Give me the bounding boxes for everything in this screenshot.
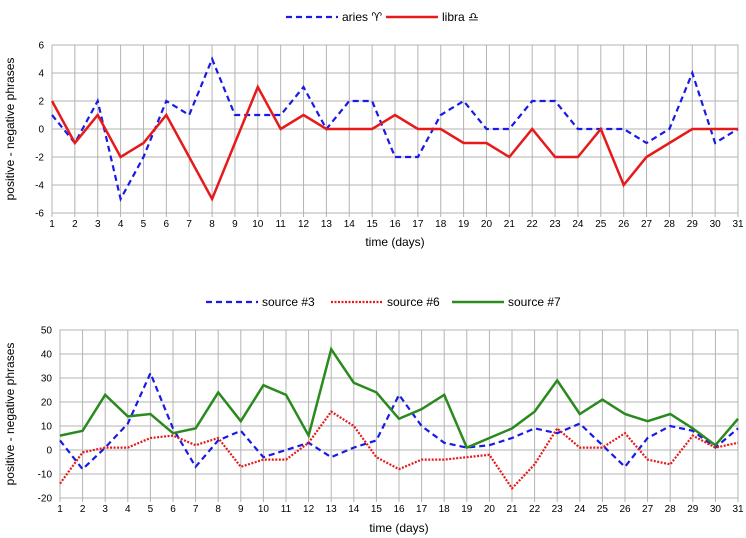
x-tick-label: 1	[57, 504, 63, 515]
x-tick-label: 15	[367, 219, 379, 230]
x-tick-label: 19	[458, 219, 470, 230]
y-axis-label: positive - negative phrases	[3, 343, 17, 486]
x-tick-label: 7	[193, 504, 199, 515]
y-tick-label: -10	[38, 470, 53, 481]
x-tick-label: 3	[95, 219, 101, 230]
plot-frame	[59, 329, 739, 499]
x-tick-label: 2	[72, 219, 78, 230]
x-tick-label: 8	[215, 504, 221, 515]
x-tick-label: 2	[80, 504, 86, 515]
x-tick-label: 19	[461, 504, 473, 515]
y-tick-label: -6	[35, 209, 44, 220]
x-tick-label: 21	[506, 504, 518, 515]
x-tick-label: 26	[618, 219, 630, 230]
x-tick-label: 27	[642, 504, 654, 515]
y-tick-label: 4	[38, 69, 44, 80]
x-tick-label: 5	[141, 219, 147, 230]
x-axis-label: time (days)	[369, 521, 428, 535]
y-tick-label: 40	[41, 350, 53, 361]
x-tick-label: 22	[527, 219, 539, 230]
x-axis-label: time (days)	[365, 235, 424, 249]
x-tick-label: 28	[665, 504, 677, 515]
y-tick-label: 10	[41, 422, 53, 433]
x-tick-label: 31	[732, 219, 744, 230]
x-tick-label: 20	[481, 219, 493, 230]
x-tick-label: 1	[49, 219, 55, 230]
x-tick-label: 13	[326, 504, 338, 515]
x-tick-label: 29	[687, 504, 699, 515]
x-tick-label: 12	[298, 219, 310, 230]
y-tick-label: -20	[38, 494, 53, 505]
x-tick-label: 18	[435, 219, 447, 230]
x-tick-label: 20	[484, 504, 496, 515]
series-line-2	[59, 410, 739, 491]
x-tick-label: 14	[344, 219, 356, 230]
x-tick-label: 26	[619, 504, 631, 515]
x-tick-label: 22	[529, 504, 541, 515]
x-tick-label: 11	[281, 504, 292, 515]
x-tick-label: 21	[504, 219, 516, 230]
x-tick-label: 3	[102, 504, 108, 515]
x-tick-label: 10	[252, 219, 264, 230]
y-tick-label: 50	[41, 326, 53, 337]
x-tick-label: 9	[238, 504, 244, 515]
x-tick-label: 5	[148, 504, 154, 515]
y-tick-label: -2	[35, 153, 44, 164]
legend-label-1: aries ♈	[342, 10, 382, 24]
x-tick-label: 30	[710, 504, 722, 515]
y-tick-label: 20	[41, 398, 53, 409]
series-line-1	[51, 56, 739, 203]
x-tick-label: 13	[321, 219, 333, 230]
x-tick-label: 30	[710, 219, 722, 230]
x-tick-label: 16	[393, 504, 405, 515]
legend-label-1: source #3	[262, 295, 315, 309]
y-tick-label: -4	[35, 181, 44, 192]
x-tick-label: 11	[275, 219, 286, 230]
x-tick-label: 18	[439, 504, 451, 515]
legend-label-2: source #6	[387, 295, 440, 309]
y-tick-label: 2	[38, 97, 44, 108]
x-tick-label: 25	[595, 219, 607, 230]
x-tick-label: 28	[664, 219, 676, 230]
x-tick-label: 23	[550, 219, 562, 230]
x-tick-label: 25	[597, 504, 609, 515]
x-tick-label: 6	[164, 219, 170, 230]
x-tick-label: 8	[209, 219, 215, 230]
series-line-2	[50, 84, 738, 202]
series-line-3	[59, 346, 739, 450]
x-tick-label: 14	[348, 504, 360, 515]
y-axis-label: positive - negative phrases	[3, 58, 17, 201]
x-tick-label: 17	[412, 219, 424, 230]
y-tick-label: 30	[41, 374, 53, 385]
x-tick-label: 12	[303, 504, 315, 515]
y-tick-label: 0	[38, 125, 44, 136]
x-tick-label: 27	[641, 219, 653, 230]
x-tick-label: 24	[574, 504, 586, 515]
x-tick-label: 15	[371, 504, 383, 515]
x-tick-label: 6	[170, 504, 176, 515]
x-tick-label: 16	[389, 219, 401, 230]
x-tick-label: 9	[232, 219, 238, 230]
x-tick-label: 10	[258, 504, 270, 515]
series-line-1	[59, 370, 739, 471]
x-tick-label: 24	[572, 219, 584, 230]
legend-label-2: libra ♎	[442, 10, 479, 24]
x-tick-label: 31	[732, 504, 744, 515]
x-tick-label: 7	[186, 219, 192, 230]
x-tick-label: 23	[552, 504, 564, 515]
x-tick-label: 29	[687, 219, 699, 230]
y-tick-label: 0	[46, 446, 52, 457]
x-tick-label: 4	[125, 504, 131, 515]
x-tick-label: 4	[118, 219, 124, 230]
legend-label-3: source #7	[508, 295, 561, 309]
y-tick-label: 6	[38, 41, 44, 52]
x-tick-label: 17	[416, 504, 428, 515]
